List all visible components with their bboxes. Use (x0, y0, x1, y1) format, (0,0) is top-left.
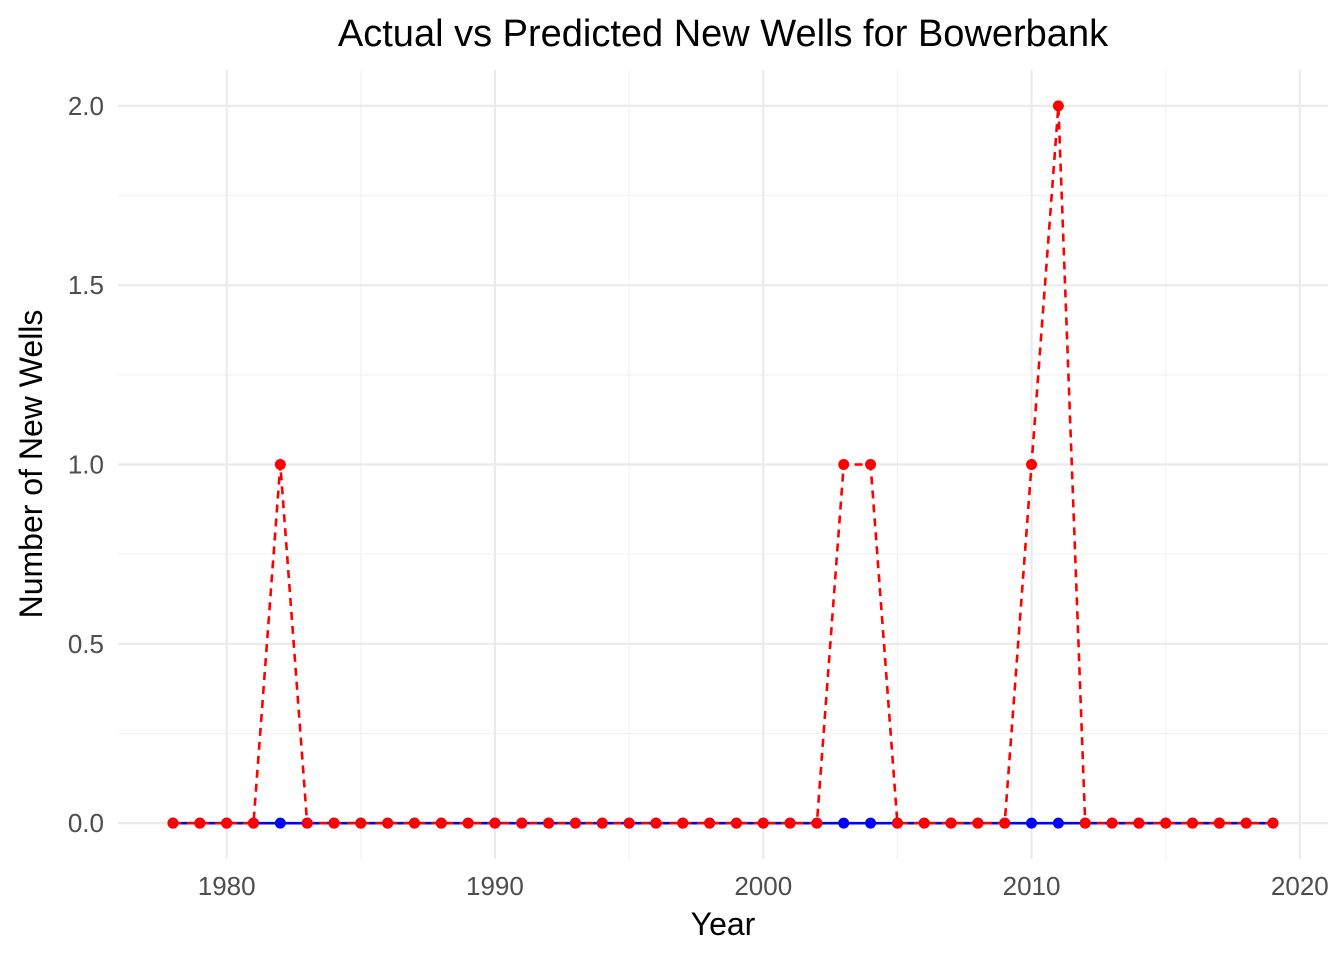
tick-labels: 1980 1990 2000 2010 2020 0.0 0.5 1.0 1.5 2.0 (68, 91, 1329, 901)
series-1-point (838, 817, 850, 829)
series-2-point (1267, 817, 1279, 829)
chart-title: Actual vs Predicted New Wells for Bowerb… (338, 13, 1109, 55)
series-2-point (1133, 817, 1145, 829)
series-2-point (301, 817, 313, 829)
series-2-point (274, 459, 286, 470)
y-tick-label: 0.5 (68, 629, 104, 659)
series-2-point (945, 817, 957, 829)
series-2-point (167, 817, 179, 829)
series-2-point (596, 817, 608, 829)
series-2-point (677, 817, 689, 829)
series-1-point (1052, 817, 1064, 829)
y-axis-title: Number of New Wells (13, 310, 49, 619)
series-2-point (730, 817, 742, 829)
series-layer (167, 100, 1279, 829)
x-tick-label: 2000 (734, 871, 792, 901)
x-tick-label: 2010 (1003, 871, 1061, 901)
series-2-point (543, 817, 555, 829)
series-1-point (274, 817, 286, 829)
series-2-point (489, 817, 501, 829)
x-axis-title: Year (691, 906, 756, 942)
series-2-point (918, 817, 930, 829)
series-1-point (865, 817, 877, 829)
series-2-point (1187, 817, 1199, 829)
series-2-point (784, 817, 796, 829)
series-2-point (811, 817, 823, 829)
series-2-point (838, 459, 850, 470)
series-2-point (247, 817, 259, 829)
y-tick-label: 0.0 (68, 808, 104, 838)
series-2-point (221, 817, 233, 829)
series-2-point (1240, 817, 1252, 829)
series-2-point (1052, 100, 1064, 112)
series-2-point (1106, 817, 1118, 829)
series-2-point (1026, 459, 1038, 470)
series-2-point (704, 817, 716, 829)
series-2-point (891, 817, 903, 829)
series-2-point (408, 817, 420, 829)
x-tick-label: 1980 (198, 871, 256, 901)
series-2-point (1213, 817, 1225, 829)
y-tick-label: 2.0 (68, 91, 104, 121)
series-2-point (1079, 817, 1091, 829)
series-2-point (999, 817, 1011, 829)
series-2-point (194, 817, 206, 829)
series-2-point (623, 817, 635, 829)
series-2-point (972, 817, 984, 829)
series-2-point (382, 817, 394, 829)
y-tick-label: 1.5 (68, 270, 104, 300)
x-tick-label: 1990 (466, 871, 524, 901)
series-2-point (1160, 817, 1172, 829)
series-2-point (516, 817, 528, 829)
series-2-point (569, 817, 581, 829)
series-2-point (355, 817, 367, 829)
series-1-point (1026, 817, 1038, 829)
series-2-point (462, 817, 474, 829)
x-tick-label: 2020 (1271, 871, 1329, 901)
series-2-point (865, 459, 877, 470)
series-2-point (328, 817, 340, 829)
series-2-point (435, 817, 447, 829)
series-2-point (757, 817, 769, 829)
y-tick-label: 1.0 (68, 450, 104, 480)
series-2-point (650, 817, 662, 829)
